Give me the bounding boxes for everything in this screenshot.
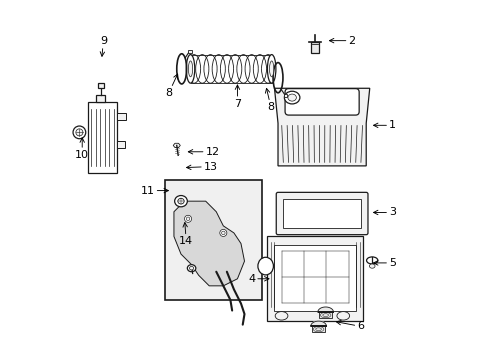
Polygon shape xyxy=(317,307,333,312)
Bar xyxy=(87,102,117,173)
Ellipse shape xyxy=(174,195,187,207)
Ellipse shape xyxy=(257,257,273,275)
Ellipse shape xyxy=(189,266,193,270)
Bar xyxy=(312,326,324,332)
Polygon shape xyxy=(117,141,124,148)
Text: 12: 12 xyxy=(188,147,220,157)
Ellipse shape xyxy=(284,91,299,104)
Ellipse shape xyxy=(287,94,296,101)
FancyBboxPatch shape xyxy=(276,192,367,235)
Bar xyxy=(165,180,262,300)
Bar xyxy=(283,199,360,228)
Polygon shape xyxy=(117,113,126,120)
Ellipse shape xyxy=(186,55,194,83)
Text: 4: 4 xyxy=(247,274,268,284)
Text: 8: 8 xyxy=(265,89,274,112)
Ellipse shape xyxy=(267,55,275,83)
Bar xyxy=(96,95,105,102)
Text: 5: 5 xyxy=(373,258,395,268)
Ellipse shape xyxy=(221,231,224,235)
Text: 6: 6 xyxy=(336,320,364,332)
Ellipse shape xyxy=(73,126,85,139)
Ellipse shape xyxy=(184,215,191,222)
Bar xyxy=(190,53,271,85)
Text: 13: 13 xyxy=(186,162,218,172)
Text: 3: 3 xyxy=(373,207,395,217)
Text: 2: 2 xyxy=(329,36,355,46)
Ellipse shape xyxy=(187,265,195,272)
Bar xyxy=(98,83,103,87)
Bar xyxy=(274,245,355,311)
Bar xyxy=(267,237,362,321)
Text: 14: 14 xyxy=(179,222,193,247)
Ellipse shape xyxy=(188,61,192,77)
Ellipse shape xyxy=(186,217,189,221)
Text: 7: 7 xyxy=(233,85,241,109)
Bar xyxy=(283,94,286,97)
Text: 1: 1 xyxy=(373,120,395,130)
FancyBboxPatch shape xyxy=(285,89,358,115)
Polygon shape xyxy=(274,88,369,166)
Ellipse shape xyxy=(178,198,184,204)
Ellipse shape xyxy=(219,229,226,237)
Ellipse shape xyxy=(275,312,287,320)
Bar xyxy=(319,312,331,318)
Polygon shape xyxy=(310,321,325,326)
Polygon shape xyxy=(174,201,244,286)
Ellipse shape xyxy=(269,61,273,77)
Bar xyxy=(310,42,319,53)
Text: 8: 8 xyxy=(165,74,178,98)
Ellipse shape xyxy=(336,312,349,320)
Ellipse shape xyxy=(368,264,374,268)
Ellipse shape xyxy=(366,257,377,264)
Text: 11: 11 xyxy=(140,186,168,195)
Bar xyxy=(188,50,191,53)
Text: 10: 10 xyxy=(75,138,89,160)
Text: 9: 9 xyxy=(100,36,107,56)
Ellipse shape xyxy=(76,129,83,136)
Polygon shape xyxy=(173,143,180,148)
